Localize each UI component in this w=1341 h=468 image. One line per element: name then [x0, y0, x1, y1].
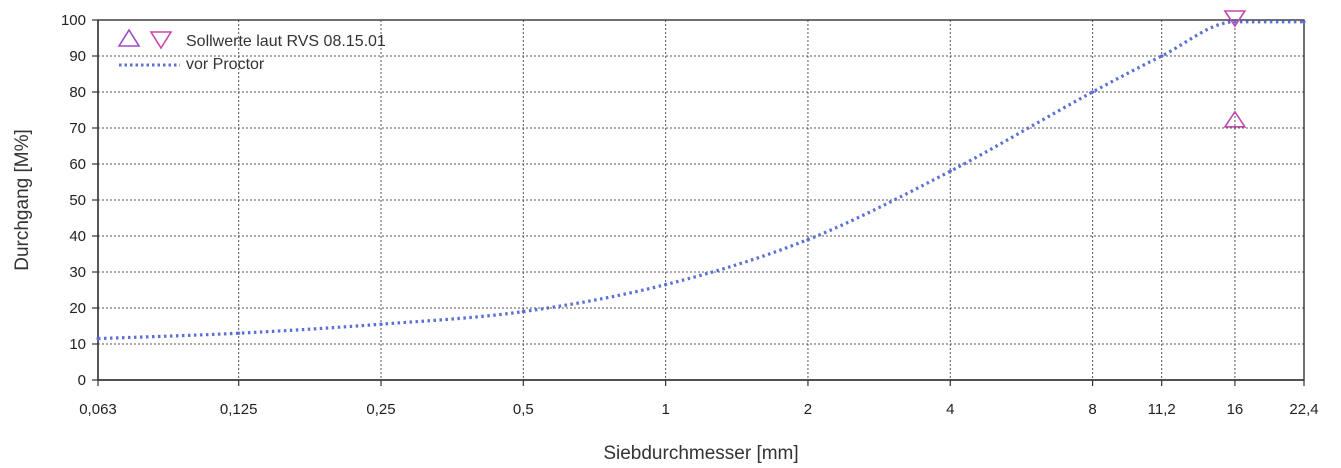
grid	[98, 20, 1304, 380]
x-tick-label: 4	[946, 401, 954, 418]
axes: 0 10 20 30 40 50 60 70 80 90 100 0,063 0,125 0,25 0,5 1…	[61, 12, 1319, 418]
data-point-vor-proctor	[806, 238, 810, 242]
data-point-vor-proctor	[1302, 20, 1306, 24]
y-tick-label: 90	[69, 48, 86, 65]
x-tick-label: 0,063	[79, 401, 117, 418]
x-tick-label: 8	[1088, 401, 1096, 418]
legend-label-vor-proctor: vor Proctor	[186, 56, 265, 73]
data-point-vor-proctor	[379, 322, 383, 326]
y-tick-label: 50	[69, 192, 86, 209]
legend-triangle-up-icon	[117, 28, 141, 47]
y-tick-label: 40	[69, 228, 86, 245]
y-tick-label: 10	[69, 336, 86, 353]
y-axis-title: Durchgang [M%]	[12, 129, 33, 271]
data-point-vor-proctor	[1160, 54, 1164, 58]
x-tick-label: 0,25	[366, 401, 395, 418]
sollwert-marker-triangle-down	[1223, 10, 1247, 28]
x-tick-label: 22,4	[1289, 401, 1318, 418]
series-layer	[96, 20, 1306, 341]
sollwerte-markers	[1223, 10, 1247, 128]
data-point-vor-proctor	[237, 331, 241, 335]
legend-label-sollwerte: Sollwerte laut RVS 08.15.01	[186, 33, 386, 50]
x-tick-label: 16	[1227, 401, 1244, 418]
series-line-vor-proctor	[97, 20, 1304, 341]
y-tick-label: 70	[69, 120, 86, 137]
y-tick-label: 30	[69, 264, 86, 281]
data-point-vor-proctor	[96, 337, 100, 341]
legend: Sollwerte laut RVS 08.15.01 vor Proctor	[117, 28, 386, 73]
y-tick-label: 80	[69, 84, 86, 101]
y-tick-label: 60	[69, 156, 86, 173]
data-point-vor-proctor	[664, 283, 668, 287]
legend-triangle-down-icon	[149, 31, 173, 50]
x-tick-label: 0,5	[513, 401, 534, 418]
data-point-vor-proctor	[1090, 90, 1095, 94]
data-point-vor-proctor	[948, 169, 952, 173]
data-point-vor-proctor	[521, 310, 525, 314]
x-tick-label: 0,125	[220, 401, 258, 418]
y-tick-label: 20	[69, 300, 86, 317]
y-tick-label: 100	[61, 12, 86, 29]
x-tick-label: 2	[804, 401, 812, 418]
x-tick-label: 1	[661, 401, 669, 418]
x-tick-label: 11,2	[1148, 401, 1176, 418]
x-axis-title: Siebdurchmesser [mm]	[603, 443, 798, 464]
sollwert-marker-triangle-up	[1223, 110, 1247, 128]
data-point-vor-proctor	[1233, 20, 1237, 24]
y-tick-label: 0	[78, 372, 86, 389]
